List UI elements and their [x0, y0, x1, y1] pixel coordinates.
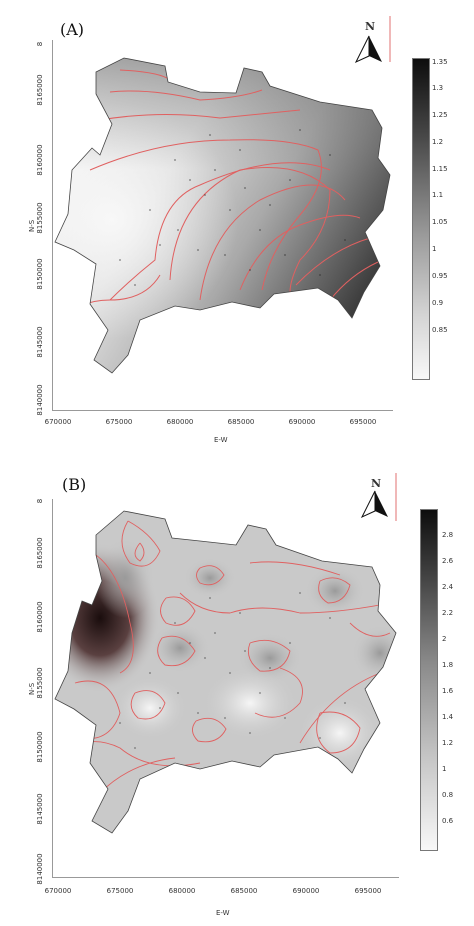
- y-tick: 8155000: [36, 667, 44, 699]
- colorbar-tick: 1: [432, 245, 437, 253]
- colorbar-tick: 0.9: [432, 299, 444, 307]
- plot-frame-a: [52, 40, 393, 411]
- x-axis-title-a: E-W: [214, 436, 228, 444]
- north-label-a: N: [365, 20, 376, 33]
- y-tick: 8150000: [36, 258, 44, 290]
- x-tick: 690000: [292, 887, 320, 895]
- colorbar-tick: 1.15: [432, 165, 448, 173]
- x-tick: 680000: [168, 887, 196, 895]
- colorbar-tick: 2.6: [442, 557, 454, 565]
- north-arrow-icon: [358, 481, 392, 525]
- colorbar-a: [412, 58, 430, 380]
- y-tick: 8160000: [36, 144, 44, 176]
- x-tick: 690000: [288, 418, 316, 426]
- map-panel-a: (A) N E-W N-S 670000 675000 680000 68500…: [28, 16, 448, 444]
- colorbar-tick: 2.8: [442, 531, 454, 539]
- x-tick: 670000: [44, 418, 72, 426]
- y-axis-title-a: N-S: [28, 219, 36, 232]
- y-tick: 8140000: [36, 384, 44, 416]
- y-tick: 8150000: [36, 731, 44, 763]
- x-tick: 675000: [105, 418, 133, 426]
- panel-label-a: (A): [60, 20, 85, 39]
- colorbar-tick: 1.2: [442, 739, 454, 747]
- y-tick: 8: [36, 41, 44, 47]
- colorbar-tick: 1.6: [442, 687, 454, 695]
- colorbar-tick: 2.2: [442, 609, 454, 617]
- y-axis-title-b: N-S: [28, 682, 36, 695]
- sample-points-b: [119, 592, 346, 749]
- colorbar-tick: 1.05: [432, 218, 448, 226]
- colorbar-tick: 2: [442, 635, 447, 643]
- colorbar-tick: 1.1: [432, 191, 444, 199]
- map-b-graphic: [54, 473, 397, 834]
- y-tick: 8165000: [36, 537, 44, 569]
- colorbar-tick: 1: [442, 765, 447, 773]
- x-tick: 685000: [227, 418, 255, 426]
- x-tick: 670000: [44, 887, 72, 895]
- map-a-graphic: [54, 16, 391, 374]
- colorbar-tick: 0.95: [432, 272, 448, 280]
- colorbar-tick: 1.2: [432, 138, 444, 146]
- x-axis-title-b: E-W: [216, 909, 230, 917]
- x-tick: 695000: [349, 418, 377, 426]
- north-label-b: N: [371, 477, 382, 490]
- x-tick: 685000: [230, 887, 258, 895]
- colorbar-tick: 0.8: [442, 791, 454, 799]
- panel-label-b: (B): [62, 475, 87, 494]
- y-tick: 8140000: [36, 853, 44, 885]
- colorbar-tick: 0.85: [432, 326, 448, 334]
- colorbar-tick: 1.3: [432, 84, 444, 92]
- y-tick: 8165000: [36, 74, 44, 106]
- y-tick: 8: [36, 498, 44, 504]
- colorbar-tick: 1.25: [432, 111, 448, 119]
- x-tick: 675000: [106, 887, 134, 895]
- x-tick: 680000: [166, 418, 194, 426]
- y-tick: 8160000: [36, 601, 44, 633]
- colorbar-tick: 1.8: [442, 661, 454, 669]
- plot-frame-b: [52, 499, 399, 878]
- colorbar-tick: 2.4: [442, 583, 454, 591]
- sample-points-a: [119, 129, 346, 286]
- colorbar-b: [420, 509, 438, 851]
- y-tick: 8145000: [36, 326, 44, 358]
- map-panel-b: (B) N E-W N-S 670000 675000 680000 68500…: [0, 463, 474, 926]
- contour-lines-a: [59, 69, 379, 321]
- x-tick: 695000: [354, 887, 382, 895]
- colorbar-tick: 1.35: [432, 58, 448, 66]
- y-tick: 8155000: [36, 202, 44, 234]
- y-tick: 8145000: [36, 793, 44, 825]
- north-arrow-icon: [352, 26, 386, 70]
- colorbar-tick: 1.4: [442, 713, 454, 721]
- colorbar-tick: 0.6: [442, 817, 454, 825]
